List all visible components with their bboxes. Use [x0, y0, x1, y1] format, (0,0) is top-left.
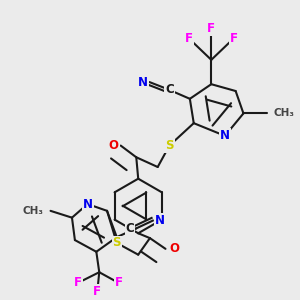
Text: CH₃: CH₃ [274, 108, 295, 118]
Text: N: N [138, 76, 148, 89]
Text: S: S [165, 139, 174, 152]
Text: O: O [169, 242, 179, 255]
Text: F: F [207, 22, 215, 35]
Text: F: F [93, 285, 101, 298]
Text: F: F [185, 32, 193, 45]
Text: N: N [220, 129, 230, 142]
Text: N: N [82, 197, 93, 211]
Text: F: F [115, 276, 123, 290]
Text: C: C [165, 82, 174, 96]
Text: N: N [155, 214, 165, 227]
Text: F: F [230, 32, 238, 45]
Text: S: S [112, 236, 121, 250]
Text: F: F [74, 276, 82, 290]
Text: C: C [126, 222, 134, 235]
Text: O: O [109, 139, 119, 152]
Text: CH₃: CH₃ [23, 206, 44, 216]
